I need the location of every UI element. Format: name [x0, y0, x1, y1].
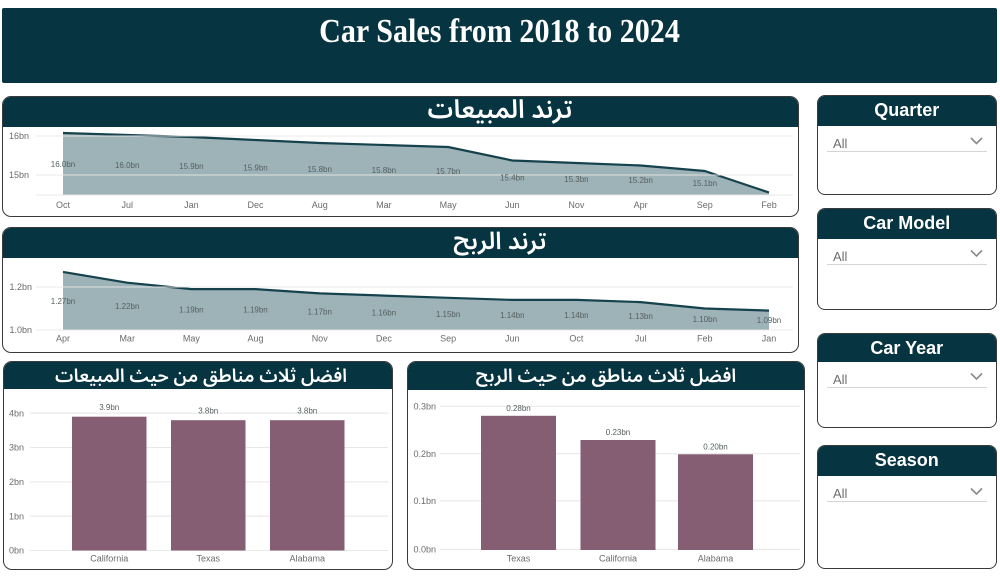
svg-text:0.1bn: 0.1bn	[413, 496, 436, 506]
svg-text:0.28bn: 0.28bn	[506, 404, 530, 413]
svg-text:May: May	[183, 334, 201, 344]
svg-text:0.20bn: 0.20bn	[703, 442, 727, 451]
svg-text:Alabama: Alabama	[289, 554, 325, 564]
svg-text:Feb: Feb	[697, 334, 713, 344]
svg-text:Nov: Nov	[312, 334, 329, 344]
svg-text:Apr: Apr	[634, 200, 648, 210]
svg-text:May: May	[440, 200, 458, 210]
svg-text:15.4bn: 15.4bn	[500, 174, 524, 183]
svg-text:0.3bn: 0.3bn	[413, 402, 436, 412]
svg-text:1.19bn: 1.19bn	[179, 305, 203, 314]
svg-text:15.8bn: 15.8bn	[307, 165, 331, 174]
svg-text:0.0bn: 0.0bn	[413, 545, 436, 555]
svg-text:15.2bn: 15.2bn	[628, 176, 652, 185]
svg-text:1.19bn: 1.19bn	[243, 305, 267, 314]
svg-text:1.22bn: 1.22bn	[115, 302, 139, 311]
svg-text:Jan: Jan	[184, 200, 199, 210]
svg-text:1.14bn: 1.14bn	[500, 311, 524, 320]
svg-text:Dec: Dec	[247, 200, 264, 210]
svg-text:Feb: Feb	[761, 200, 777, 210]
svg-text:Oct: Oct	[56, 200, 71, 210]
svg-text:Mar: Mar	[119, 334, 135, 344]
svg-text:0.23bn: 0.23bn	[606, 428, 630, 437]
svg-text:15.9bn: 15.9bn	[179, 162, 203, 171]
svg-text:15.8bn: 15.8bn	[372, 166, 396, 175]
svg-text:1.14bn: 1.14bn	[564, 311, 588, 320]
svg-text:15.9bn: 15.9bn	[243, 163, 267, 172]
svg-text:15.7bn: 15.7bn	[436, 167, 460, 176]
svg-text:Texas: Texas	[507, 554, 531, 564]
svg-text:Alabama: Alabama	[698, 554, 734, 564]
svg-text:16.0bn: 16.0bn	[51, 160, 75, 169]
svg-text:15.1bn: 15.1bn	[693, 179, 717, 188]
svg-text:Jun: Jun	[505, 334, 520, 344]
svg-text:16bn: 16bn	[9, 131, 29, 141]
svg-text:1.10bn: 1.10bn	[693, 315, 717, 324]
svg-text:Sep: Sep	[440, 334, 456, 344]
svg-text:Apr: Apr	[56, 334, 70, 344]
svg-text:1bn: 1bn	[9, 511, 24, 521]
svg-text:3.9bn: 3.9bn	[99, 403, 119, 412]
svg-text:16.0bn: 16.0bn	[115, 161, 139, 170]
svg-text:1.2bn: 1.2bn	[9, 282, 32, 292]
svg-text:Mar: Mar	[376, 200, 392, 210]
svg-text:1.27bn: 1.27bn	[51, 297, 75, 306]
svg-text:1.0bn: 1.0bn	[9, 325, 32, 335]
svg-text:0bn: 0bn	[9, 546, 24, 556]
svg-text:1.16bn: 1.16bn	[372, 309, 396, 318]
svg-text:3.8bn: 3.8bn	[198, 407, 218, 416]
svg-text:0.2bn: 0.2bn	[413, 449, 436, 459]
svg-text:Sep: Sep	[697, 200, 713, 210]
svg-text:3bn: 3bn	[9, 443, 24, 453]
svg-text:Dec: Dec	[376, 334, 393, 344]
svg-text:Aug: Aug	[247, 334, 263, 344]
svg-text:Aug: Aug	[312, 200, 328, 210]
svg-text:1.13bn: 1.13bn	[628, 312, 652, 321]
svg-text:3.8bn: 3.8bn	[297, 407, 317, 416]
svg-text:1.09bn: 1.09bn	[757, 316, 781, 325]
svg-text:Texas: Texas	[196, 554, 220, 564]
svg-text:Jan: Jan	[762, 334, 777, 344]
svg-text:Oct: Oct	[569, 334, 584, 344]
svg-text:Jun: Jun	[505, 200, 520, 210]
svg-text:15.3bn: 15.3bn	[564, 175, 588, 184]
svg-text:2bn: 2bn	[9, 477, 24, 487]
svg-text:1.17bn: 1.17bn	[307, 308, 331, 317]
svg-text:15bn: 15bn	[9, 170, 29, 180]
svg-text:California: California	[599, 554, 637, 564]
svg-text:California: California	[90, 554, 128, 564]
svg-text:Jul: Jul	[635, 334, 647, 344]
svg-text:Nov: Nov	[568, 200, 585, 210]
svg-text:Jul: Jul	[121, 200, 133, 210]
svg-text:1.15bn: 1.15bn	[436, 310, 460, 319]
svg-text:4bn: 4bn	[9, 408, 24, 418]
